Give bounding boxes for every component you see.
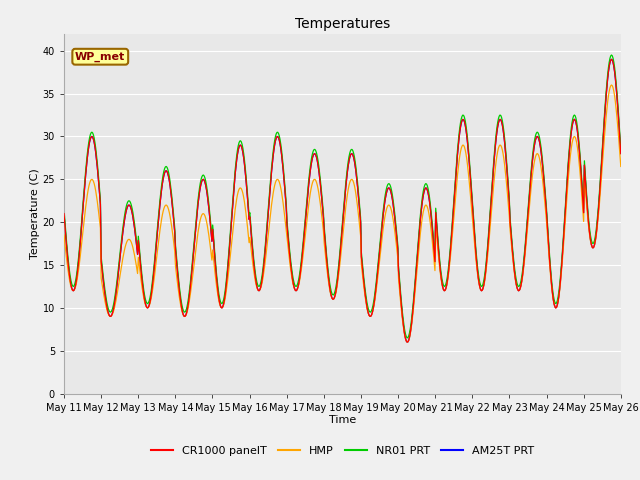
Text: WP_met: WP_met [75,51,125,62]
Title: Temperatures: Temperatures [295,17,390,31]
X-axis label: Time: Time [329,415,356,425]
Legend: CR1000 panelT, HMP, NR01 PRT, AM25T PRT: CR1000 panelT, HMP, NR01 PRT, AM25T PRT [146,441,539,460]
Y-axis label: Temperature (C): Temperature (C) [29,168,40,259]
